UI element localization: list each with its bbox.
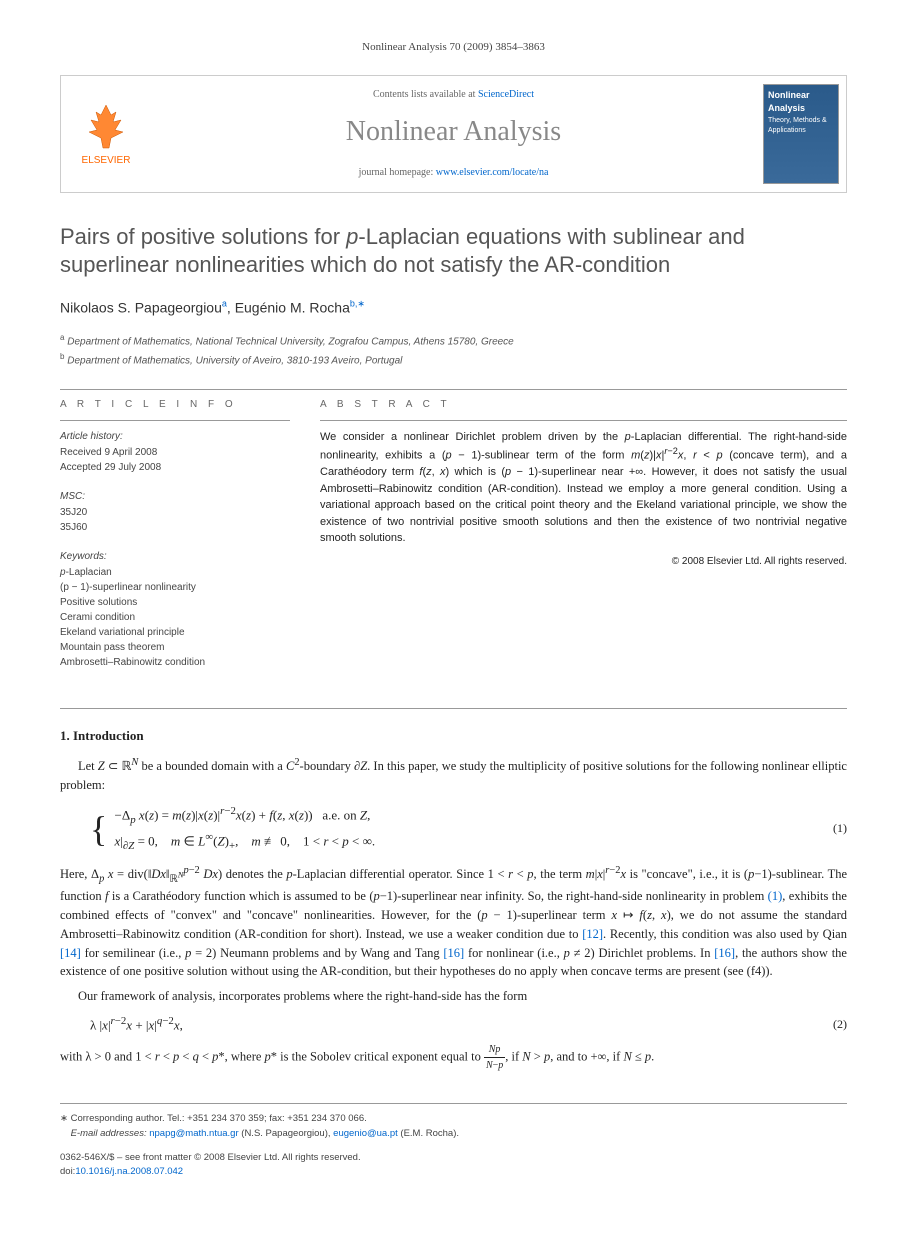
keyword: Positive solutions xyxy=(60,595,290,610)
doi-link[interactable]: 10.1016/j.na.2008.07.042 xyxy=(75,1166,183,1177)
eq1-line2: x|∂Z = 0, m ∈ L∞(Z)+, m ≢ 0, 1 < r < p <… xyxy=(115,829,376,855)
eq1-number: (1) xyxy=(807,820,847,837)
keywords-heading: Keywords: xyxy=(60,549,290,564)
email-2-link[interactable]: eugenio@ua.pt xyxy=(333,1128,398,1139)
journal-cover-thumb: Nonlinear Analysis Theory, Methods & App… xyxy=(763,84,839,184)
equation-1: { −Δp x(z) = m(z)|x(z)|r−2x(z) + f(z, x(… xyxy=(90,803,847,855)
issn-line: 0362-546X/$ – see front matter © 2008 El… xyxy=(60,1151,847,1165)
article-title: Pairs of positive solutions for p-Laplac… xyxy=(60,223,847,280)
keyword: Ambrosetti–Rabinowitz condition xyxy=(60,655,290,670)
page-footer: ∗ Corresponding author. Tel.: +351 234 3… xyxy=(60,1103,847,1179)
header-citation: Nonlinear Analysis 70 (2009) 3854–3863 xyxy=(60,40,847,55)
affiliation-a: a Department of Mathematics, National Te… xyxy=(60,332,847,349)
email-line: E-mail addresses: npapg@math.ntua.gr (N.… xyxy=(60,1127,847,1141)
contents-prefix: Contents lists available at xyxy=(373,89,478,100)
ref-16a[interactable]: [16] xyxy=(443,946,464,960)
abstract-column: A B S T R A C T We consider a nonlinear … xyxy=(320,398,847,684)
msc-block: MSC: 35J20 35J60 xyxy=(60,489,290,535)
divider xyxy=(60,420,290,421)
doi-line: doi:10.1016/j.na.2008.07.042 xyxy=(60,1165,847,1179)
author-list: Nikolaos S. Papageorgioua, Eugénio M. Ro… xyxy=(60,298,847,318)
divider xyxy=(60,389,847,390)
ref-16b[interactable]: [16] xyxy=(714,946,735,960)
ref-14[interactable]: [14] xyxy=(60,946,81,960)
divider xyxy=(320,420,847,421)
keyword: Cerami condition xyxy=(60,610,290,625)
info-label: A R T I C L E I N F O xyxy=(60,398,290,412)
eq2-number: (2) xyxy=(807,1016,847,1033)
ref-12[interactable]: [12] xyxy=(582,927,603,941)
divider xyxy=(60,708,847,709)
history-heading: Article history: xyxy=(60,429,290,444)
paragraph: with λ > 0 and 1 < r < p < q < p*, where… xyxy=(60,1042,847,1073)
email-1-link[interactable]: npapg@math.ntua.gr xyxy=(149,1128,238,1139)
history-accepted: Accepted 29 July 2008 xyxy=(60,460,290,475)
elsevier-label: ELSEVIER xyxy=(82,154,131,168)
paragraph: Our framework of analysis, incorporates … xyxy=(60,987,847,1006)
msc-1: 35J20 xyxy=(60,505,290,520)
body-section: 1. Introduction Let Z ⊂ ℝN be a bounded … xyxy=(60,727,847,1074)
journal-name: Nonlinear Analysis xyxy=(151,112,756,151)
publisher-logo-block: ELSEVIER xyxy=(61,76,151,191)
article-history: Article history: Received 9 April 2008 A… xyxy=(60,429,290,475)
keyword: p-Laplacian xyxy=(60,565,290,580)
affiliations: a Department of Mathematics, National Te… xyxy=(60,332,847,369)
sciencedirect-link[interactable]: ScienceDirect xyxy=(478,89,534,100)
msc-heading: MSC: xyxy=(60,489,290,504)
cover-title: Nonlinear Analysis xyxy=(768,89,834,114)
article-info-column: A R T I C L E I N F O Article history: R… xyxy=(60,398,290,684)
equation-2: λ |x|r−2x + |x|q−2x, (2) xyxy=(90,1014,847,1035)
author-2: Eugénio M. Rocha xyxy=(235,299,350,315)
corresponding-author: ∗ Corresponding author. Tel.: +351 234 3… xyxy=(60,1112,847,1126)
homepage-prefix: journal homepage: xyxy=(359,167,436,178)
eq2-content: λ |x|r−2x + |x|q−2x, xyxy=(90,1014,807,1035)
eq1-line1: −Δp x(z) = m(z)|x(z)|r−2x(z) + f(z, x(z)… xyxy=(115,803,376,829)
cover-subtitle: Theory, Methods & Applications xyxy=(768,116,834,136)
keyword: Mountain pass theorem xyxy=(60,640,290,655)
keyword: (p − 1)-superlinear nonlinearity xyxy=(60,580,290,595)
paragraph: Let Z ⊂ ℝN be a bounded domain with a C2… xyxy=(60,755,847,795)
author-2-aff-link[interactable]: b,∗ xyxy=(350,299,365,315)
history-received: Received 9 April 2008 xyxy=(60,445,290,460)
homepage-line: journal homepage: www.elsevier.com/locat… xyxy=(151,166,756,180)
msc-2: 35J60 xyxy=(60,520,290,535)
ref-eq1[interactable]: (1) xyxy=(768,889,783,903)
cover-thumb-block: Nonlinear Analysis Theory, Methods & App… xyxy=(756,76,846,191)
elsevier-tree-icon xyxy=(81,100,131,150)
abstract-copyright: © 2008 Elsevier Ltd. All rights reserved… xyxy=(320,555,847,569)
affiliation-b: b Department of Mathematics, University … xyxy=(60,351,847,368)
keyword: Ekeland variational principle xyxy=(60,625,290,640)
abstract-text: We consider a nonlinear Dirichlet proble… xyxy=(320,429,847,547)
keywords-block: Keywords: p-Laplacian (p − 1)-superlinea… xyxy=(60,549,290,670)
journal-banner: ELSEVIER Contents lists available at Sci… xyxy=(60,75,847,192)
info-abstract-row: A R T I C L E I N F O Article history: R… xyxy=(60,398,847,684)
banner-center: Contents lists available at ScienceDirec… xyxy=(151,76,756,191)
contents-line: Contents lists available at ScienceDirec… xyxy=(151,88,756,102)
paragraph: Here, Δp x = div(‖Dx‖ℝNp−2 Dx) denotes t… xyxy=(60,863,847,981)
author-1-aff-link[interactable]: a xyxy=(222,299,227,315)
homepage-link[interactable]: www.elsevier.com/locate/na xyxy=(436,167,549,178)
section-1-heading: 1. Introduction xyxy=(60,727,847,745)
abstract-label: A B S T R A C T xyxy=(320,398,847,412)
author-1: Nikolaos S. Papageorgiou xyxy=(60,299,222,315)
